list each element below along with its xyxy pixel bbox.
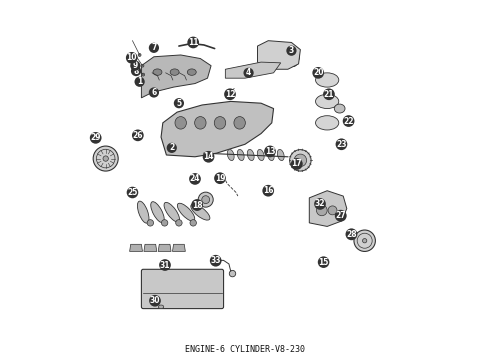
Text: 10: 10 xyxy=(126,53,137,62)
Text: 17: 17 xyxy=(292,159,302,168)
Text: 22: 22 xyxy=(343,117,354,126)
Polygon shape xyxy=(130,244,143,251)
Ellipse shape xyxy=(316,116,339,130)
Ellipse shape xyxy=(288,47,299,67)
Ellipse shape xyxy=(191,204,210,220)
Ellipse shape xyxy=(290,150,311,171)
Text: 14: 14 xyxy=(203,152,214,161)
Text: 1: 1 xyxy=(137,77,142,86)
Ellipse shape xyxy=(202,196,210,203)
Text: ENGINE-6 CYLINDER-V8-230: ENGINE-6 CYLINDER-V8-230 xyxy=(185,345,305,354)
Ellipse shape xyxy=(247,149,254,161)
Text: 20: 20 xyxy=(313,68,323,77)
Ellipse shape xyxy=(177,203,195,221)
Text: 16: 16 xyxy=(263,186,273,195)
Ellipse shape xyxy=(198,192,213,207)
Ellipse shape xyxy=(334,104,345,113)
Ellipse shape xyxy=(237,149,244,161)
Text: 29: 29 xyxy=(91,133,101,142)
Text: 23: 23 xyxy=(336,140,347,149)
Text: 6: 6 xyxy=(151,88,156,97)
Ellipse shape xyxy=(229,270,236,277)
Ellipse shape xyxy=(317,205,327,216)
Ellipse shape xyxy=(267,149,274,161)
Ellipse shape xyxy=(272,47,283,67)
Text: 21: 21 xyxy=(324,90,334,99)
Text: 26: 26 xyxy=(133,131,143,140)
Ellipse shape xyxy=(151,202,164,222)
Text: 8: 8 xyxy=(133,67,139,76)
Ellipse shape xyxy=(164,202,179,222)
Polygon shape xyxy=(158,244,171,251)
Ellipse shape xyxy=(147,220,153,226)
Ellipse shape xyxy=(161,220,168,226)
Text: 30: 30 xyxy=(150,296,160,305)
Polygon shape xyxy=(144,244,157,251)
Text: 2: 2 xyxy=(169,143,174,152)
Polygon shape xyxy=(258,41,300,69)
Ellipse shape xyxy=(363,239,367,243)
Ellipse shape xyxy=(187,69,196,75)
Ellipse shape xyxy=(257,149,264,161)
Ellipse shape xyxy=(234,117,245,129)
Ellipse shape xyxy=(214,117,226,129)
Text: 4: 4 xyxy=(246,68,251,77)
Text: 25: 25 xyxy=(127,188,138,197)
Text: 15: 15 xyxy=(318,258,329,267)
Ellipse shape xyxy=(138,54,141,57)
Ellipse shape xyxy=(280,47,291,67)
Ellipse shape xyxy=(316,94,339,109)
Ellipse shape xyxy=(354,230,375,251)
Polygon shape xyxy=(142,55,211,98)
Text: 24: 24 xyxy=(190,175,200,184)
Ellipse shape xyxy=(153,69,162,75)
Ellipse shape xyxy=(277,149,284,161)
Ellipse shape xyxy=(316,73,339,87)
Polygon shape xyxy=(225,62,281,78)
Text: 32: 32 xyxy=(315,199,325,208)
Text: 12: 12 xyxy=(225,90,235,99)
Ellipse shape xyxy=(141,64,144,67)
Ellipse shape xyxy=(190,220,196,226)
Text: 11: 11 xyxy=(188,38,198,47)
Text: 19: 19 xyxy=(215,174,225,183)
Polygon shape xyxy=(161,102,273,157)
Text: 5: 5 xyxy=(176,99,181,108)
Text: 7: 7 xyxy=(151,43,157,52)
Polygon shape xyxy=(172,244,185,251)
Ellipse shape xyxy=(176,220,182,226)
Ellipse shape xyxy=(294,154,307,167)
Text: 28: 28 xyxy=(346,230,357,239)
Ellipse shape xyxy=(158,305,164,309)
Ellipse shape xyxy=(93,146,118,171)
Text: 3: 3 xyxy=(289,46,294,55)
Ellipse shape xyxy=(170,69,179,75)
Text: 18: 18 xyxy=(192,201,202,210)
Polygon shape xyxy=(309,191,347,226)
Text: 13: 13 xyxy=(265,147,275,156)
Ellipse shape xyxy=(227,149,234,161)
Ellipse shape xyxy=(175,117,186,129)
FancyBboxPatch shape xyxy=(142,269,223,309)
Ellipse shape xyxy=(103,156,108,161)
Ellipse shape xyxy=(265,47,275,67)
Ellipse shape xyxy=(137,201,149,223)
Ellipse shape xyxy=(328,206,337,215)
Text: 27: 27 xyxy=(336,211,346,220)
Ellipse shape xyxy=(142,73,145,76)
Text: 31: 31 xyxy=(160,261,170,270)
Ellipse shape xyxy=(195,117,206,129)
Text: 33: 33 xyxy=(211,256,221,265)
Text: 9: 9 xyxy=(133,61,138,70)
